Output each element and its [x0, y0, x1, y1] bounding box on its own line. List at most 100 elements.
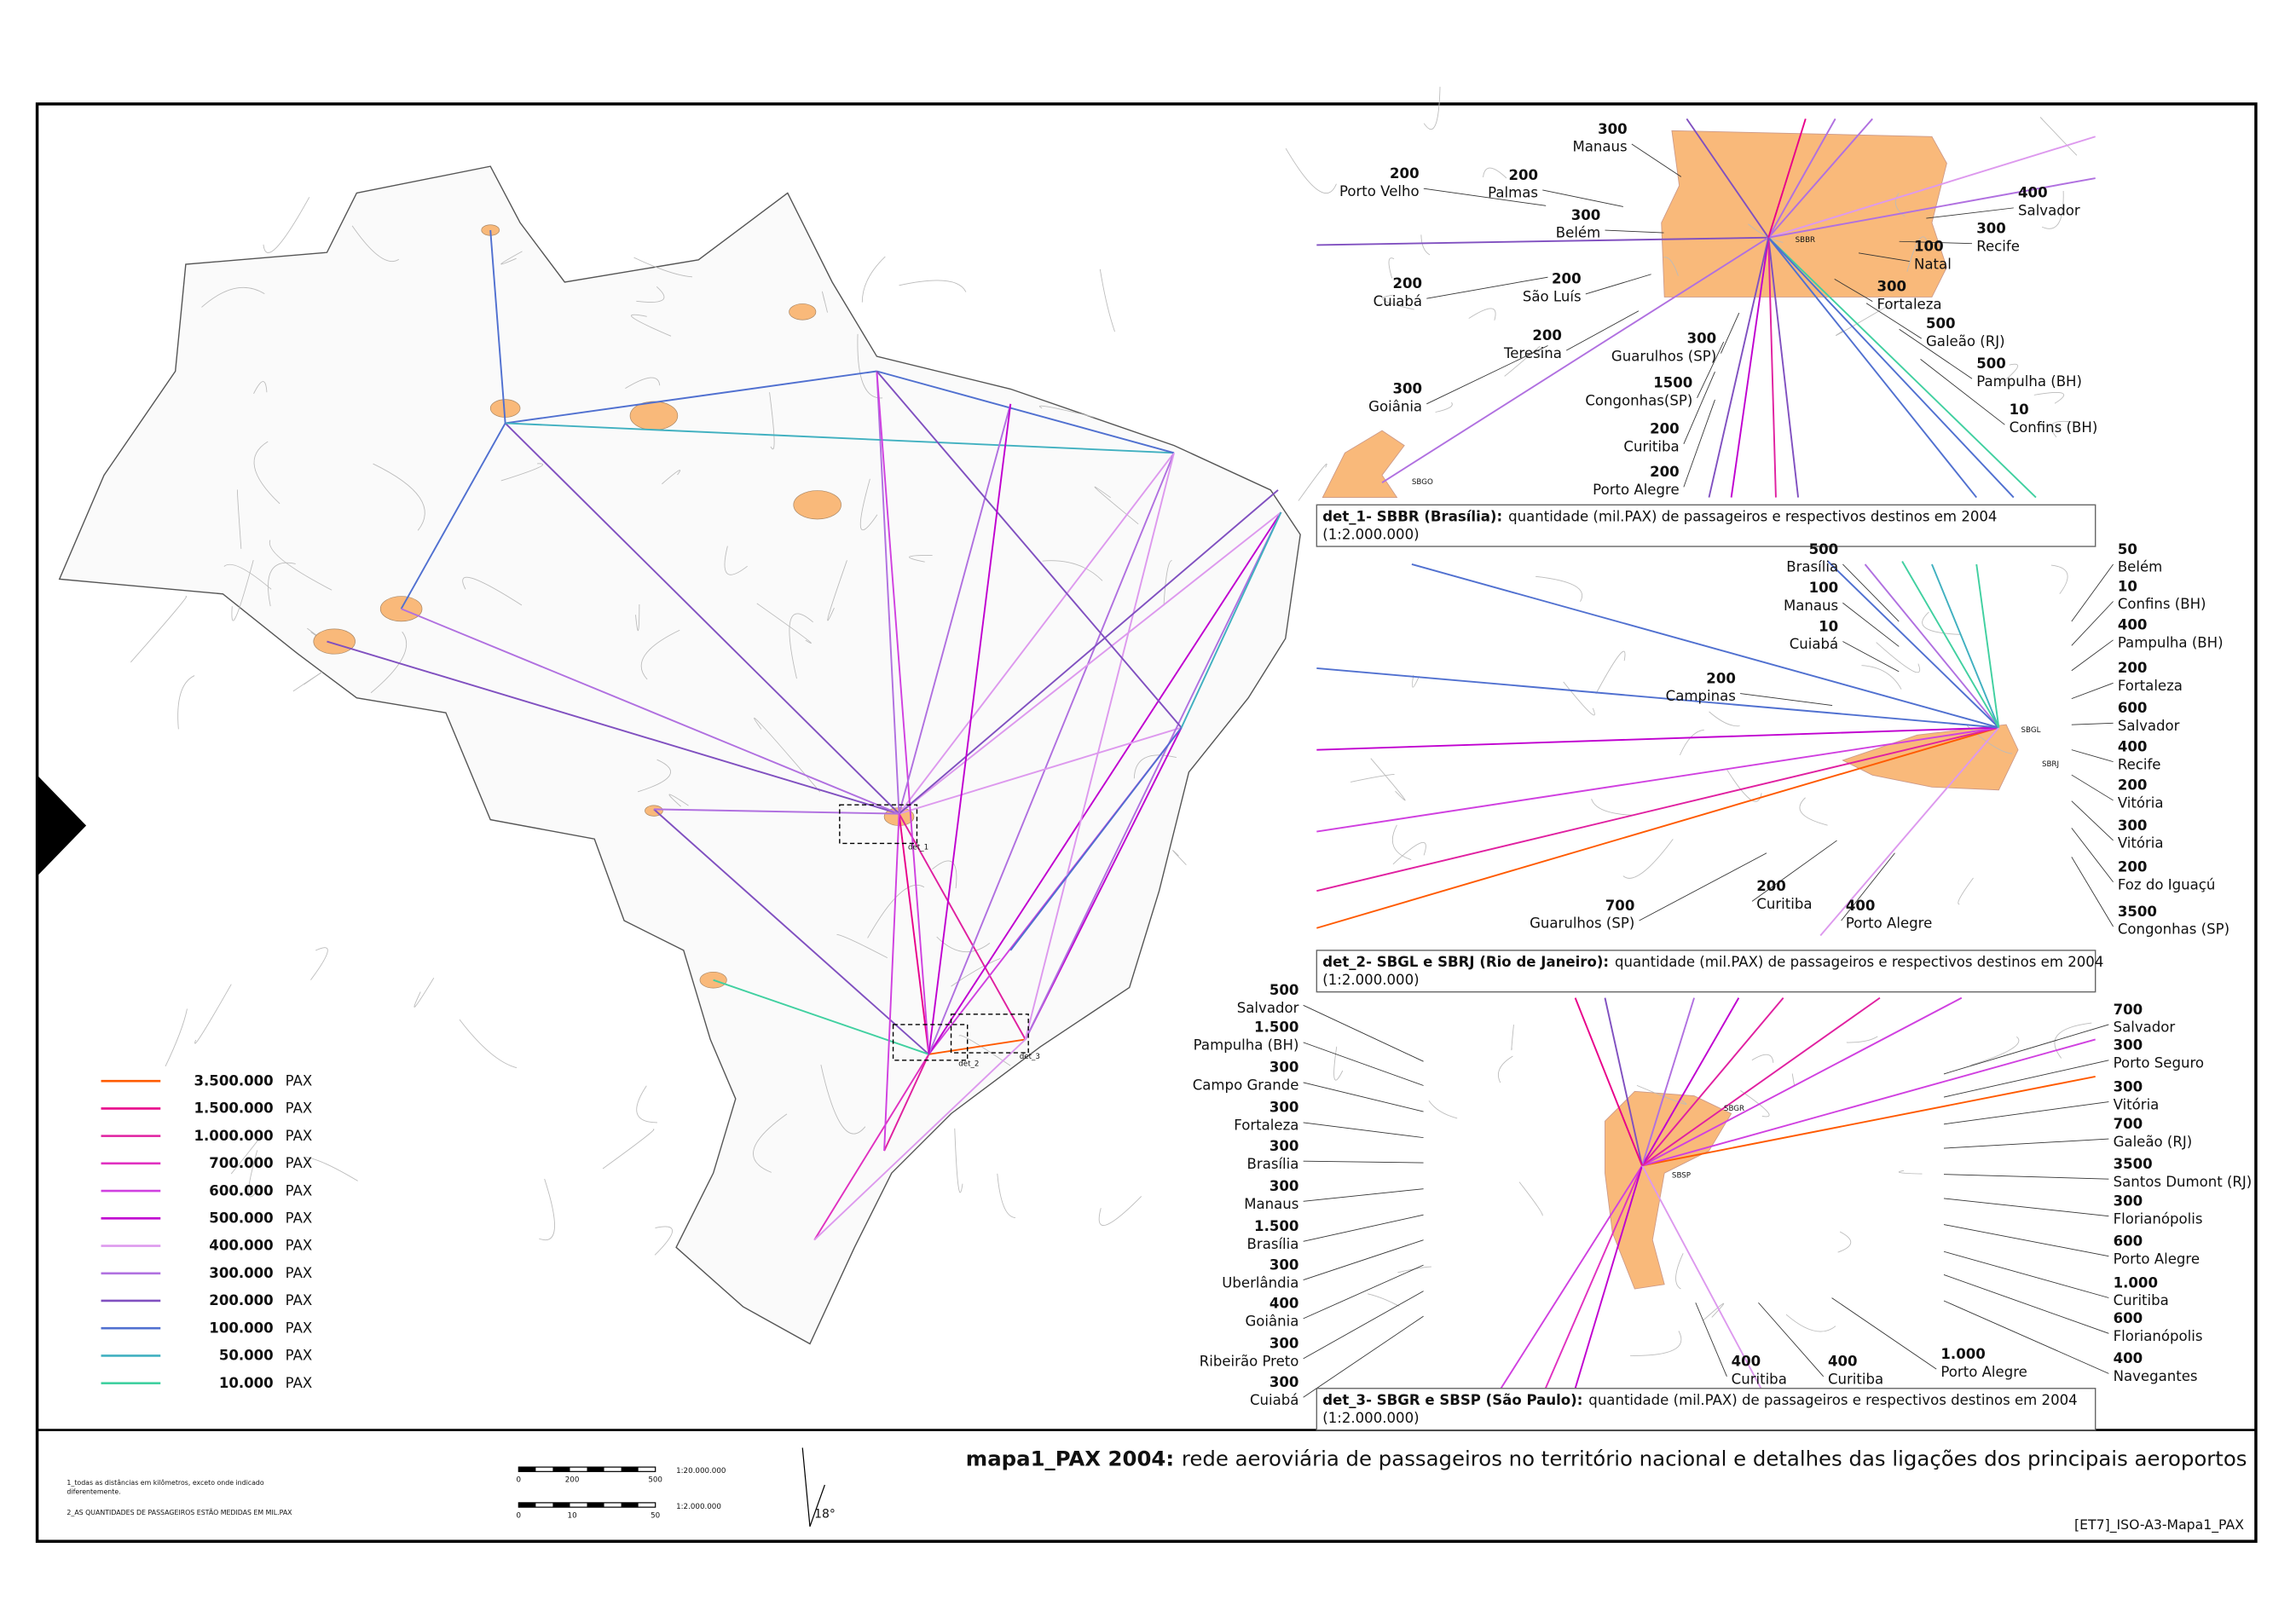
- leader-line: [1303, 1239, 1424, 1281]
- label-value: 300: [1269, 1256, 1299, 1273]
- label-value: 1.500: [1254, 1019, 1298, 1036]
- detail-frame: [839, 804, 918, 845]
- legend-label: 100.000: [209, 1320, 273, 1336]
- boundary: [1388, 257, 1395, 279]
- legend-label: 300.000: [209, 1265, 273, 1281]
- boundary: [1163, 560, 1172, 606]
- label-value: 300: [1877, 278, 1906, 294]
- label-value: 3500: [2114, 1156, 2153, 1172]
- caption-text: quantidade (mil.PAX) de passageiros e re…: [1508, 508, 1997, 524]
- caption-scale: (1:2.000.000): [1322, 1410, 1419, 1426]
- detail-frame: [950, 1014, 1029, 1054]
- boundary: [724, 546, 748, 575]
- leader-line: [1943, 1138, 2109, 1149]
- route-line: [1316, 726, 1999, 892]
- route-line: [1641, 1165, 1762, 1389]
- boundary: [2041, 190, 2064, 229]
- label-value: 300: [2114, 1037, 2143, 1054]
- boundary: [1679, 729, 1704, 756]
- leader-line: [1943, 1250, 2109, 1298]
- boundary: [753, 1113, 788, 1173]
- leader-line: [2071, 774, 2114, 801]
- leader-line: [1842, 641, 1900, 673]
- legend-unit: PAX: [286, 1182, 313, 1198]
- boundary: [1622, 839, 1674, 879]
- boundary: [1468, 308, 1496, 321]
- boundary: [1392, 841, 1426, 865]
- label-value: 200: [1393, 275, 1423, 292]
- note: diferentemente.: [67, 1487, 120, 1495]
- legend-unit: PAX: [286, 1072, 313, 1089]
- label-value: 400: [2118, 617, 2148, 633]
- boundary: [1382, 294, 1414, 310]
- label-value: 400: [2118, 738, 2148, 754]
- label-name: Brasília: [1247, 1236, 1299, 1252]
- leader-line: [2071, 800, 2114, 841]
- boundary: [625, 377, 661, 390]
- label-value: 700: [1605, 898, 1635, 914]
- route-line: [1864, 563, 2000, 729]
- legend-unit: PAX: [286, 1292, 313, 1308]
- boundary: [1970, 1036, 2020, 1066]
- label-name: Recife: [2118, 756, 2161, 772]
- boundary: [231, 559, 254, 621]
- boundary: [1368, 1293, 1400, 1307]
- boundary: [936, 936, 991, 953]
- boundary: [1675, 1253, 1684, 1290]
- scale-seg: [621, 1467, 639, 1472]
- route-line: [1009, 726, 1183, 951]
- label-name: Santos Dumont (RJ): [2114, 1174, 2253, 1190]
- boundary: [414, 977, 435, 1008]
- route-line: [1931, 563, 2000, 728]
- boundary: [1392, 824, 1412, 860]
- leader-line: [1639, 852, 1767, 921]
- route-line: [883, 813, 900, 1152]
- label-name: Goiânia: [1368, 399, 1422, 415]
- boundary: [954, 1128, 963, 1193]
- label-name: Manaus: [1784, 598, 1838, 614]
- label-name: Fortaleza: [1877, 296, 1941, 312]
- label-name: Congonhas(SP): [1585, 393, 1692, 409]
- legend-label: 400.000: [209, 1238, 273, 1254]
- side-marker: [37, 775, 87, 876]
- route-line: [400, 423, 506, 609]
- label-value: 1.000: [1940, 1346, 1985, 1362]
- label-name: Fortaleza: [2118, 678, 2183, 694]
- label-name: Porto Alegre: [2114, 1250, 2200, 1267]
- detail-tag: det_1: [908, 843, 928, 852]
- boundary: [820, 1065, 866, 1135]
- label-value: 500: [1809, 541, 1839, 557]
- boundary: [1663, 257, 1679, 276]
- leader-line: [2071, 722, 2114, 725]
- leader-line: [1695, 1302, 1727, 1377]
- boundary: [867, 884, 925, 939]
- route-line: [1316, 726, 1999, 929]
- legend-label: 10.000: [219, 1375, 274, 1391]
- boundary: [631, 314, 672, 337]
- boundary: [1497, 1055, 1513, 1083]
- boundary: [633, 257, 692, 278]
- route-line: [1686, 118, 1770, 239]
- leader-line: [1920, 359, 2005, 425]
- airport-code: SBBR: [1796, 236, 1816, 245]
- boundary: [165, 1008, 188, 1067]
- caption-text: quantidade (mil.PAX) de passageiros e re…: [1588, 1392, 2077, 1408]
- label-name: Natal: [1914, 256, 1952, 272]
- route-line: [898, 813, 1027, 1040]
- boundary: [253, 381, 268, 394]
- label-value: 400: [1828, 1354, 1858, 1370]
- label-name: Goiânia: [1245, 1314, 1298, 1330]
- label-name: Fortaleza: [1234, 1118, 1298, 1134]
- route-line: [1730, 237, 1770, 498]
- leader-line: [1842, 563, 1900, 622]
- leader-line: [2071, 639, 2114, 672]
- route-line: [1767, 136, 2096, 239]
- scale-tick: 50: [651, 1511, 660, 1520]
- label-name: Salvador: [2118, 718, 2180, 734]
- label-name: Salvador: [2114, 1019, 2176, 1036]
- caption-bold: det_3- SBGR e SBSP (São Paulo):: [1322, 1392, 1582, 1408]
- boundary: [1894, 193, 1906, 217]
- airport-code: SBRJ: [2042, 760, 2059, 769]
- label-name: Uberlândia: [1222, 1274, 1298, 1291]
- legend-unit: PAX: [286, 1348, 313, 1364]
